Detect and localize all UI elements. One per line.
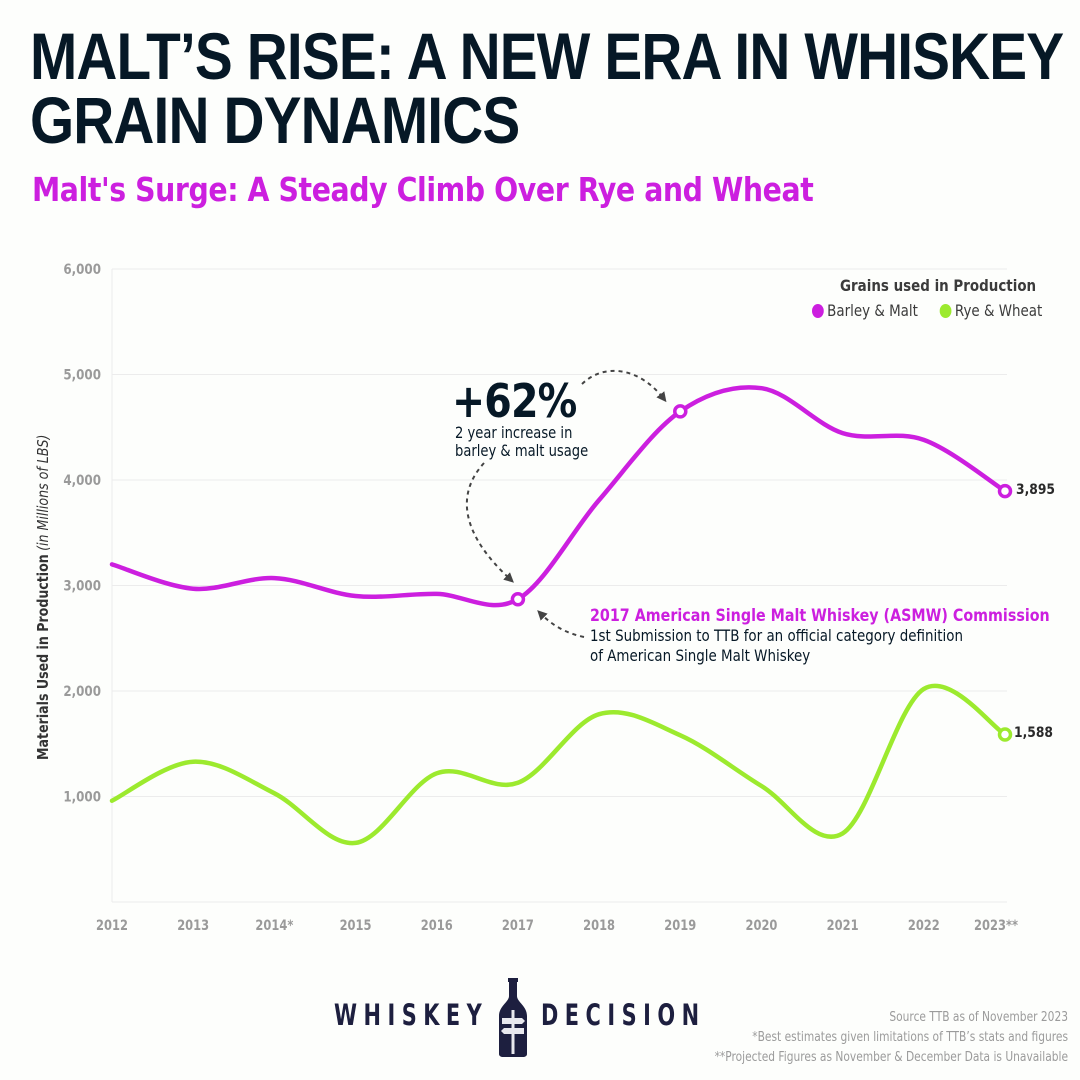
rye-end-value: 1,588 <box>1014 725 1053 741</box>
legend-label-barley: Barley & Malt <box>827 301 918 320</box>
y-tick-label: 2,000 <box>63 684 101 700</box>
x-tick-label: 2023** <box>974 918 1018 934</box>
increase-description: 2 year increase in barley & malt usage <box>455 424 588 460</box>
x-tick-label: 2019 <box>664 918 696 934</box>
legend-item-rye[interactable]: Rye & Wheat <box>939 301 1043 320</box>
chart-series <box>109 385 1013 846</box>
y-axis-ticks: 1,000 2,000 3,000 4,000 5,000 6,000 <box>63 262 101 806</box>
legend-label-rye: Rye & Wheat <box>954 301 1043 320</box>
rye-dot-icon <box>939 303 952 318</box>
logo-word-left: WHISKEY <box>334 998 489 1032</box>
x-tick-label: 2016 <box>421 918 453 934</box>
y-tick-label: 1,000 <box>63 790 101 806</box>
series-line-barley-malt <box>109 385 1008 608</box>
x-tick-label: 2012 <box>96 918 128 934</box>
barley-dot-icon <box>812 303 824 318</box>
y-axis-label-units: (in Millions of LBS) <box>34 434 52 551</box>
data-point-marker[interactable] <box>997 483 1013 499</box>
x-axis-ticks: 2012 2013 2014* 2015 2016 2017 2018 2019 2020 202… <box>96 918 1018 934</box>
legend-title: Grains used in Production <box>840 276 1037 295</box>
asmw-annotation: 2017 American Single Malt Whiskey (ASMW)… <box>590 606 1050 666</box>
x-tick-label: 2013 <box>177 918 209 934</box>
x-tick-label: 2018 <box>583 918 615 934</box>
arrow-to-2019-icon <box>581 369 667 403</box>
x-tick-label: 2017 <box>502 918 534 934</box>
x-tick-label: 2021 <box>827 918 859 934</box>
footnotes: Source TTB as of November 2023 *Best est… <box>715 1008 1068 1068</box>
data-point-marker[interactable] <box>997 727 1013 742</box>
barley-end-value: 3,895 <box>1016 482 1055 498</box>
y-tick-label: 6,000 <box>63 262 101 278</box>
annotation-arrows <box>465 369 667 638</box>
data-point-marker[interactable] <box>510 591 526 607</box>
series-line-rye-wheat <box>109 683 1008 846</box>
page-title: MALT’S RISE: A NEW ERA IN WHISKEY GRAIN … <box>30 19 1064 157</box>
legend: Barley & Malt Rye & Wheat <box>812 301 1064 320</box>
title-line-2: GRAIN DYNAMICS <box>30 83 520 157</box>
data-point-marker[interactable] <box>673 404 688 419</box>
arrow-to-2017-icon <box>465 462 514 583</box>
chart-gridlines <box>111 268 1007 903</box>
legend-item-barley[interactable]: Barley & Malt <box>812 301 918 320</box>
asmw-title: 2017 American Single Malt Whiskey (ASMW)… <box>590 606 1050 626</box>
bottle-signpost-icon <box>499 978 527 1057</box>
logo-word-right: DECISION <box>541 998 706 1032</box>
y-tick-label: 5,000 <box>63 368 101 384</box>
projection-note: **Projected Figures as November & Decemb… <box>714 1050 1068 1065</box>
increase-desc-line-1: 2 year increase in <box>455 423 573 442</box>
estimate-note: *Best estimates given limitations of TTB… <box>752 1030 1068 1045</box>
x-tick-label: 2020 <box>745 918 777 934</box>
asmw-desc-line-2: of American Single Malt Whiskey <box>590 646 811 665</box>
y-tick-label: 4,000 <box>63 473 101 489</box>
source-note: Source TTB as of November 2023 <box>889 1010 1068 1025</box>
x-tick-label: 2022 <box>908 918 940 934</box>
increase-desc-line-2: barley & malt usage <box>455 441 589 460</box>
title-line-1: MALT’S RISE: A NEW ERA IN WHISKEY <box>30 19 1064 93</box>
y-tick-label: 3,000 <box>63 579 101 595</box>
arrow-asmw-icon <box>537 610 585 638</box>
y-axis-label-main: Materials Used in Production <box>34 554 52 760</box>
increase-percentage: +62% <box>452 374 577 428</box>
y-axis-label: Materials Used in Production (in Millions… <box>34 435 52 760</box>
subtitle: Malt's Surge: A Steady Climb Over Rye an… <box>32 170 814 209</box>
x-tick-label: 2015 <box>340 918 372 934</box>
x-tick-label: 2014* <box>255 918 293 934</box>
asmw-desc-line-1: 1st Submission to TTB for an official ca… <box>590 626 963 645</box>
